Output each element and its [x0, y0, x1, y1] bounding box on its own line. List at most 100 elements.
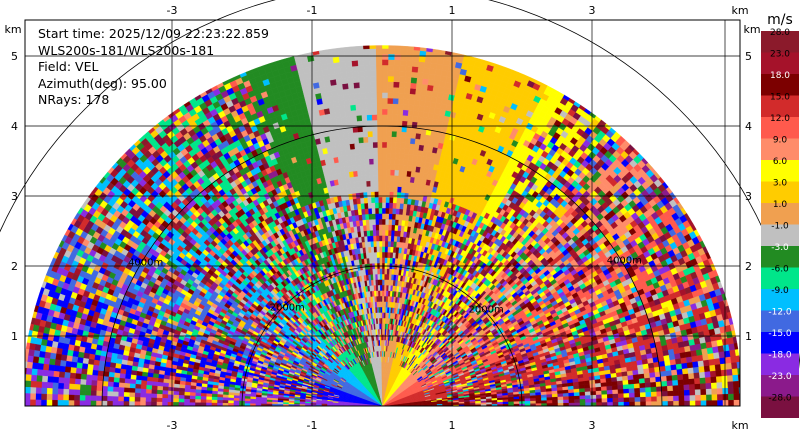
velocity-cell [713, 351, 720, 360]
velocity-cell [692, 366, 700, 374]
velocity-cell [699, 382, 707, 390]
velocity-cell [606, 385, 613, 391]
velocity-cell [645, 396, 652, 402]
velocity-cell [670, 363, 677, 371]
velocity-cell [650, 386, 657, 392]
velocity-cell [617, 388, 624, 394]
velocity-cell [710, 382, 718, 389]
velocity-cell [698, 371, 706, 379]
velocity-cell [563, 399, 570, 404]
velocity-cell [717, 393, 724, 401]
velocity-cell [524, 400, 531, 404]
velocity-cell [645, 391, 652, 397]
velocity-cell [715, 369, 722, 377]
velocity-cell [568, 392, 575, 397]
velocity-cell [579, 395, 586, 400]
velocity-cell [696, 354, 704, 362]
velocity-cell [705, 388, 713, 395]
velocity-cell [688, 372, 695, 380]
velocity-cell [623, 392, 630, 398]
velocity-cell [618, 397, 625, 403]
velocity-cell [700, 400, 707, 406]
velocity-cell [660, 375, 668, 382]
velocity-cell [607, 401, 614, 406]
velocity-cell [650, 381, 657, 388]
velocity-cell [689, 400, 696, 406]
velocity-cell [574, 395, 581, 400]
velocity-cell [573, 391, 580, 397]
velocity-cell [622, 383, 630, 390]
velocity-cell [552, 399, 559, 404]
velocity-cell [643, 372, 651, 379]
velocity-cell [645, 401, 652, 406]
velocity-cells [25, 45, 740, 406]
velocity-cell [552, 396, 559, 401]
velocity-cell [713, 357, 721, 365]
velocity-cell [596, 401, 603, 406]
velocity-cell [715, 375, 723, 383]
velocity-cell [683, 389, 691, 396]
velocity-cell [706, 394, 713, 401]
velocity-cell [695, 400, 702, 406]
velocity-cell [693, 372, 700, 379]
velocity-cell [717, 399, 724, 406]
velocity-cell [672, 384, 679, 391]
velocity-cell [691, 355, 699, 363]
velocity-cell [606, 389, 613, 395]
velocity-cell [634, 387, 641, 393]
velocity-cell [678, 384, 685, 391]
velocity-cell [644, 382, 652, 388]
velocity-cell [681, 367, 689, 375]
velocity-cell [628, 392, 636, 398]
velocity-cell [590, 394, 597, 399]
velocity-cell [601, 401, 608, 406]
velocity-cell [683, 384, 690, 391]
velocity-cell [628, 383, 635, 389]
velocity-cell [678, 389, 685, 396]
velocity-cell [727, 387, 734, 394]
velocity-cell [694, 388, 702, 396]
velocity-cell [589, 386, 597, 392]
velocity-cell [689, 394, 696, 401]
velocity-cell [667, 385, 674, 392]
velocity-cell [703, 359, 710, 367]
velocity-cell [731, 367, 739, 376]
velocity-cell [585, 394, 592, 400]
velocity-cell [595, 390, 602, 395]
velocity-cell [617, 392, 625, 398]
velocity-cell [711, 399, 718, 406]
velocity-cell [662, 400, 669, 406]
velocity-cell [684, 394, 691, 401]
velocity-cell [612, 401, 619, 406]
velocity-cell [706, 399, 713, 406]
velocity-cell [562, 392, 569, 397]
velocity-cell [684, 400, 691, 406]
velocity-cell [557, 396, 564, 400]
velocity-cell [622, 379, 629, 385]
velocity-cell [607, 397, 614, 403]
velocity-cell [672, 379, 679, 386]
velocity-cell [638, 377, 646, 384]
velocity-cell [686, 361, 694, 369]
velocity-cell [596, 398, 603, 403]
velocity-cell [722, 387, 729, 395]
velocity-cell [676, 368, 684, 375]
velocity-cell [728, 399, 735, 406]
velocity-cell [681, 362, 688, 369]
velocity-cell [722, 399, 729, 406]
velocity-cell [677, 373, 684, 381]
velocity-cell [732, 374, 739, 382]
velocity-cell [634, 392, 641, 398]
velocity-cell [660, 370, 667, 377]
velocity-cell [705, 376, 712, 384]
velocity-cell [666, 374, 673, 382]
velocity-cell [546, 399, 553, 404]
velocity-cell [664, 364, 672, 371]
velocity-cell [700, 388, 707, 395]
velocity-cell [568, 398, 575, 403]
velocity-cell [678, 400, 685, 406]
velocity-cell [644, 377, 651, 383]
velocity-cell [733, 393, 740, 400]
velocity-cell [546, 396, 553, 401]
